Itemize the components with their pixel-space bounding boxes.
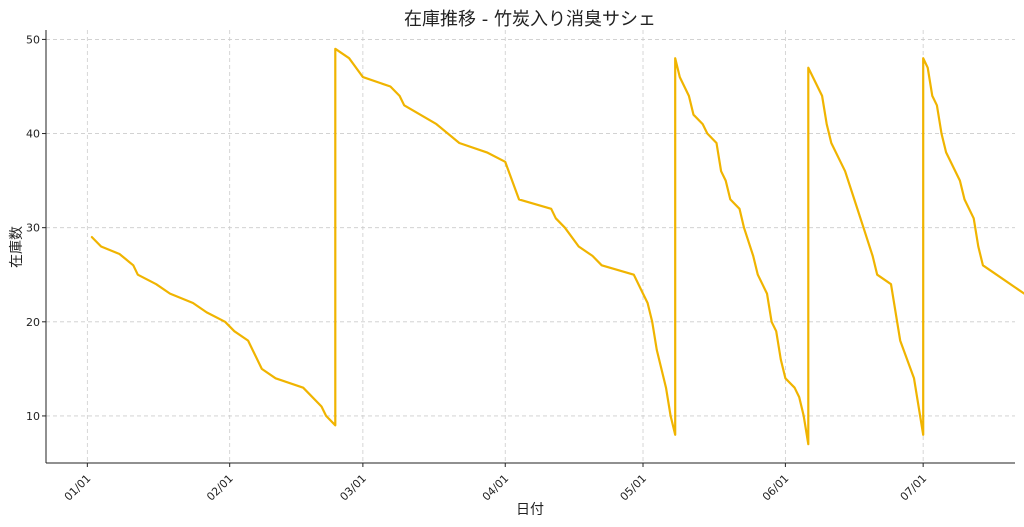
y-tick-label: 40 <box>26 128 40 141</box>
x-tick-label: 01/01 <box>62 472 94 504</box>
chart-title: 在庫推移 - 竹炭入り消臭サシェ <box>404 9 656 30</box>
grid-layer <box>46 30 1015 463</box>
ticks-layer: 10 20 30 40 50 01/01 02/01 03/01 04/01 05/01 06/01… <box>26 33 929 503</box>
x-tick-label: 03/01 <box>337 472 369 504</box>
y-axis-label: 在庫数 <box>8 226 25 268</box>
x-tick-label: 07/01 <box>898 472 930 504</box>
x-tick-label: 06/01 <box>760 472 792 504</box>
y-tick-label: 20 <box>26 316 40 329</box>
x-tick-label: 05/01 <box>618 472 650 504</box>
series-layer <box>90 47 1024 446</box>
y-tick-label: 10 <box>26 410 40 423</box>
axes-layer <box>45 30 1015 464</box>
x-axis-label: 日付 <box>516 502 544 518</box>
x-tick-label: 02/01 <box>204 472 236 504</box>
series-line-0 <box>90 47 1024 446</box>
y-tick-label: 50 <box>26 33 40 46</box>
x-tick-label: 04/01 <box>480 472 512 504</box>
y-tick-label: 30 <box>26 222 40 235</box>
